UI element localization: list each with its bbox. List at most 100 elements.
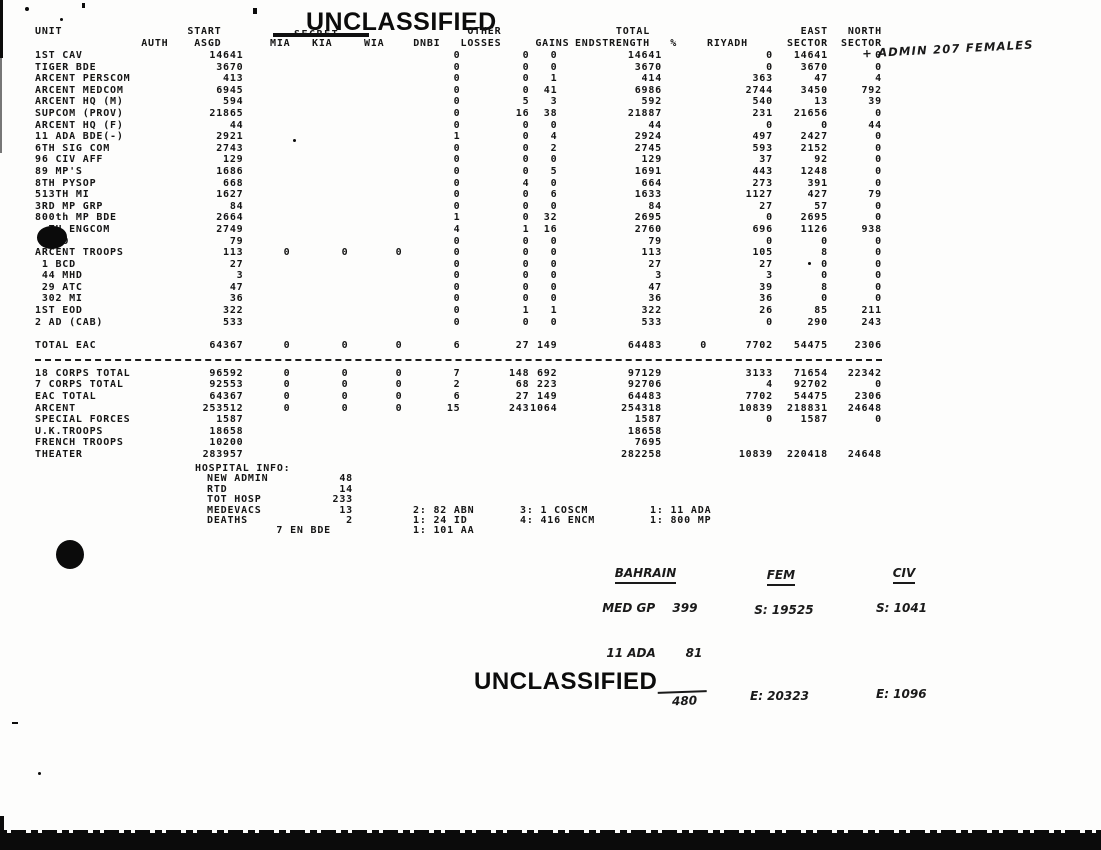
- value-cell: 0: [453, 247, 461, 259]
- value-cell: [131, 166, 169, 178]
- value-cell: 0: [766, 316, 773, 328]
- col-east-1: EAST: [800, 26, 828, 37]
- value-cell: 7: [453, 367, 461, 379]
- value-cell: 0: [875, 235, 882, 247]
- value-cell: 0: [550, 50, 558, 61]
- value-cell: 47: [229, 281, 244, 293]
- value-cell: 64483: [627, 391, 663, 403]
- value-cell: [244, 305, 291, 317]
- value-cell: 0: [522, 200, 530, 212]
- value-cell: 0: [766, 119, 773, 131]
- value-cell: 2921: [216, 131, 244, 143]
- hospital-value: 48: [339, 473, 353, 485]
- value-cell: [349, 154, 403, 166]
- value-cell: 0: [453, 258, 461, 270]
- value-cell: [349, 120, 403, 132]
- value-cell: 6: [453, 340, 461, 352]
- value-cell: 6: [453, 391, 461, 403]
- value-cell: 113: [641, 247, 663, 259]
- value-cell: 54475: [793, 391, 828, 403]
- value-cell: [131, 247, 169, 259]
- value-cell: 92702: [793, 379, 828, 391]
- value-cell: 413: [223, 73, 244, 85]
- value-cell: 540: [752, 96, 773, 108]
- value-cell: 363: [752, 73, 773, 85]
- value-cell: 1: [522, 223, 530, 235]
- unit-cell: 7 CORPS TOTAL: [35, 379, 124, 391]
- hospital-note: 3: 1 COSCM: [520, 504, 589, 516]
- value-cell: [131, 108, 169, 120]
- summary-row: THEATER 283957 282258 10839 220418 24648: [30, 449, 882, 461]
- value-cell: [569, 120, 595, 132]
- value-cell: 64483: [627, 340, 663, 352]
- value-cell: 37: [759, 154, 773, 166]
- value-cell: 2427: [800, 131, 828, 143]
- value-cell: 283957: [202, 449, 244, 460]
- value-cell: [244, 437, 291, 449]
- value-cell: 273: [752, 177, 773, 189]
- col-kia: KIA: [312, 38, 333, 49]
- value-cell: [569, 131, 595, 143]
- value-cell: 3: [766, 270, 773, 282]
- table-row: 96 CIV AFF 129 0 0 0 129 37 92 0: [30, 154, 882, 166]
- col-spacer: [403, 26, 461, 38]
- hospital-note: 4: 416 ENCM: [520, 514, 596, 526]
- value-cell: 32: [543, 212, 558, 224]
- value-cell: 0: [522, 154, 530, 166]
- summary-row: ARCENT 253512 0 0 0 15 243 1064 254318 10839 21883…: [30, 403, 882, 415]
- col-spacer: [662, 26, 707, 38]
- table-row: 44 MHD 3 0 0 0 3 3 0 0: [30, 270, 882, 282]
- scan-bottom-bar: [0, 833, 1101, 850]
- value-cell: [569, 85, 595, 97]
- value-cell: [131, 391, 169, 403]
- value-cell: 7695: [634, 437, 663, 449]
- unit-cell: ARCENT PERSCOM: [35, 73, 131, 85]
- unit-cell: TIGER BDE: [35, 61, 97, 73]
- summary-row: 18 CORPS TOTAL 96592 0 0 0 7 148 692 97129 3133 71…: [30, 361, 882, 380]
- value-cell: 6: [550, 189, 558, 201]
- unit-cell: 29 ATC: [35, 281, 83, 293]
- value-cell: 0: [821, 235, 828, 247]
- value-cell: 593: [752, 142, 773, 154]
- value-cell: [291, 62, 349, 74]
- value-cell: [244, 449, 291, 461]
- bottom-unclassified-stamp: UNCLASSIFIED: [474, 668, 658, 695]
- value-cell: [244, 96, 291, 108]
- hospital-label: TOT HOSP: [207, 494, 262, 506]
- value-cell: [131, 317, 169, 329]
- value-cell: [569, 282, 595, 294]
- value-cell: [773, 426, 828, 438]
- unit-cell: U.K.TROOPS: [35, 425, 104, 437]
- table-row: 1ST EOD 322 0 1 1 322 26 85 211: [30, 305, 882, 317]
- value-cell: [349, 236, 403, 248]
- value-cell: 0: [453, 165, 461, 177]
- value-cell: [291, 108, 349, 120]
- value-cell: [662, 270, 707, 282]
- value-cell: 24648: [847, 449, 882, 460]
- value-cell: [662, 85, 707, 97]
- value-cell: [662, 437, 707, 449]
- value-cell: [662, 178, 707, 190]
- value-cell: 0: [341, 391, 349, 403]
- value-cell: 54475: [793, 340, 828, 352]
- unit-cell: 513TH MI: [35, 189, 90, 201]
- value-cell: 0: [453, 177, 461, 189]
- table-row: 8TH PYSOP 668 0 4 0 664 273 391 0: [30, 178, 882, 190]
- value-cell: 533: [641, 316, 663, 328]
- table-row: ARCENT TROOPS 113 0 0 0 0 0 0 113 105 8 0: [30, 247, 882, 259]
- value-cell: 0: [550, 235, 558, 247]
- value-cell: [131, 50, 169, 62]
- value-cell: 0: [875, 212, 882, 224]
- value-cell: 0: [283, 340, 291, 352]
- value-cell: 0: [522, 293, 530, 305]
- hospital-label: RTD: [207, 483, 228, 495]
- value-cell: 0: [453, 107, 461, 119]
- value-cell: [403, 426, 461, 438]
- value-cell: 16: [543, 223, 558, 235]
- dashed-separator-cell: [30, 352, 882, 361]
- value-cell: 0: [700, 340, 708, 352]
- value-cell: 0: [453, 50, 461, 61]
- table-row: 2 AD (CAB) 533 0 0 0 533 0 290 243: [30, 317, 882, 329]
- hospital-label: MEDEVACS: [207, 504, 262, 516]
- unit-cell: 1ST EOD: [35, 305, 83, 317]
